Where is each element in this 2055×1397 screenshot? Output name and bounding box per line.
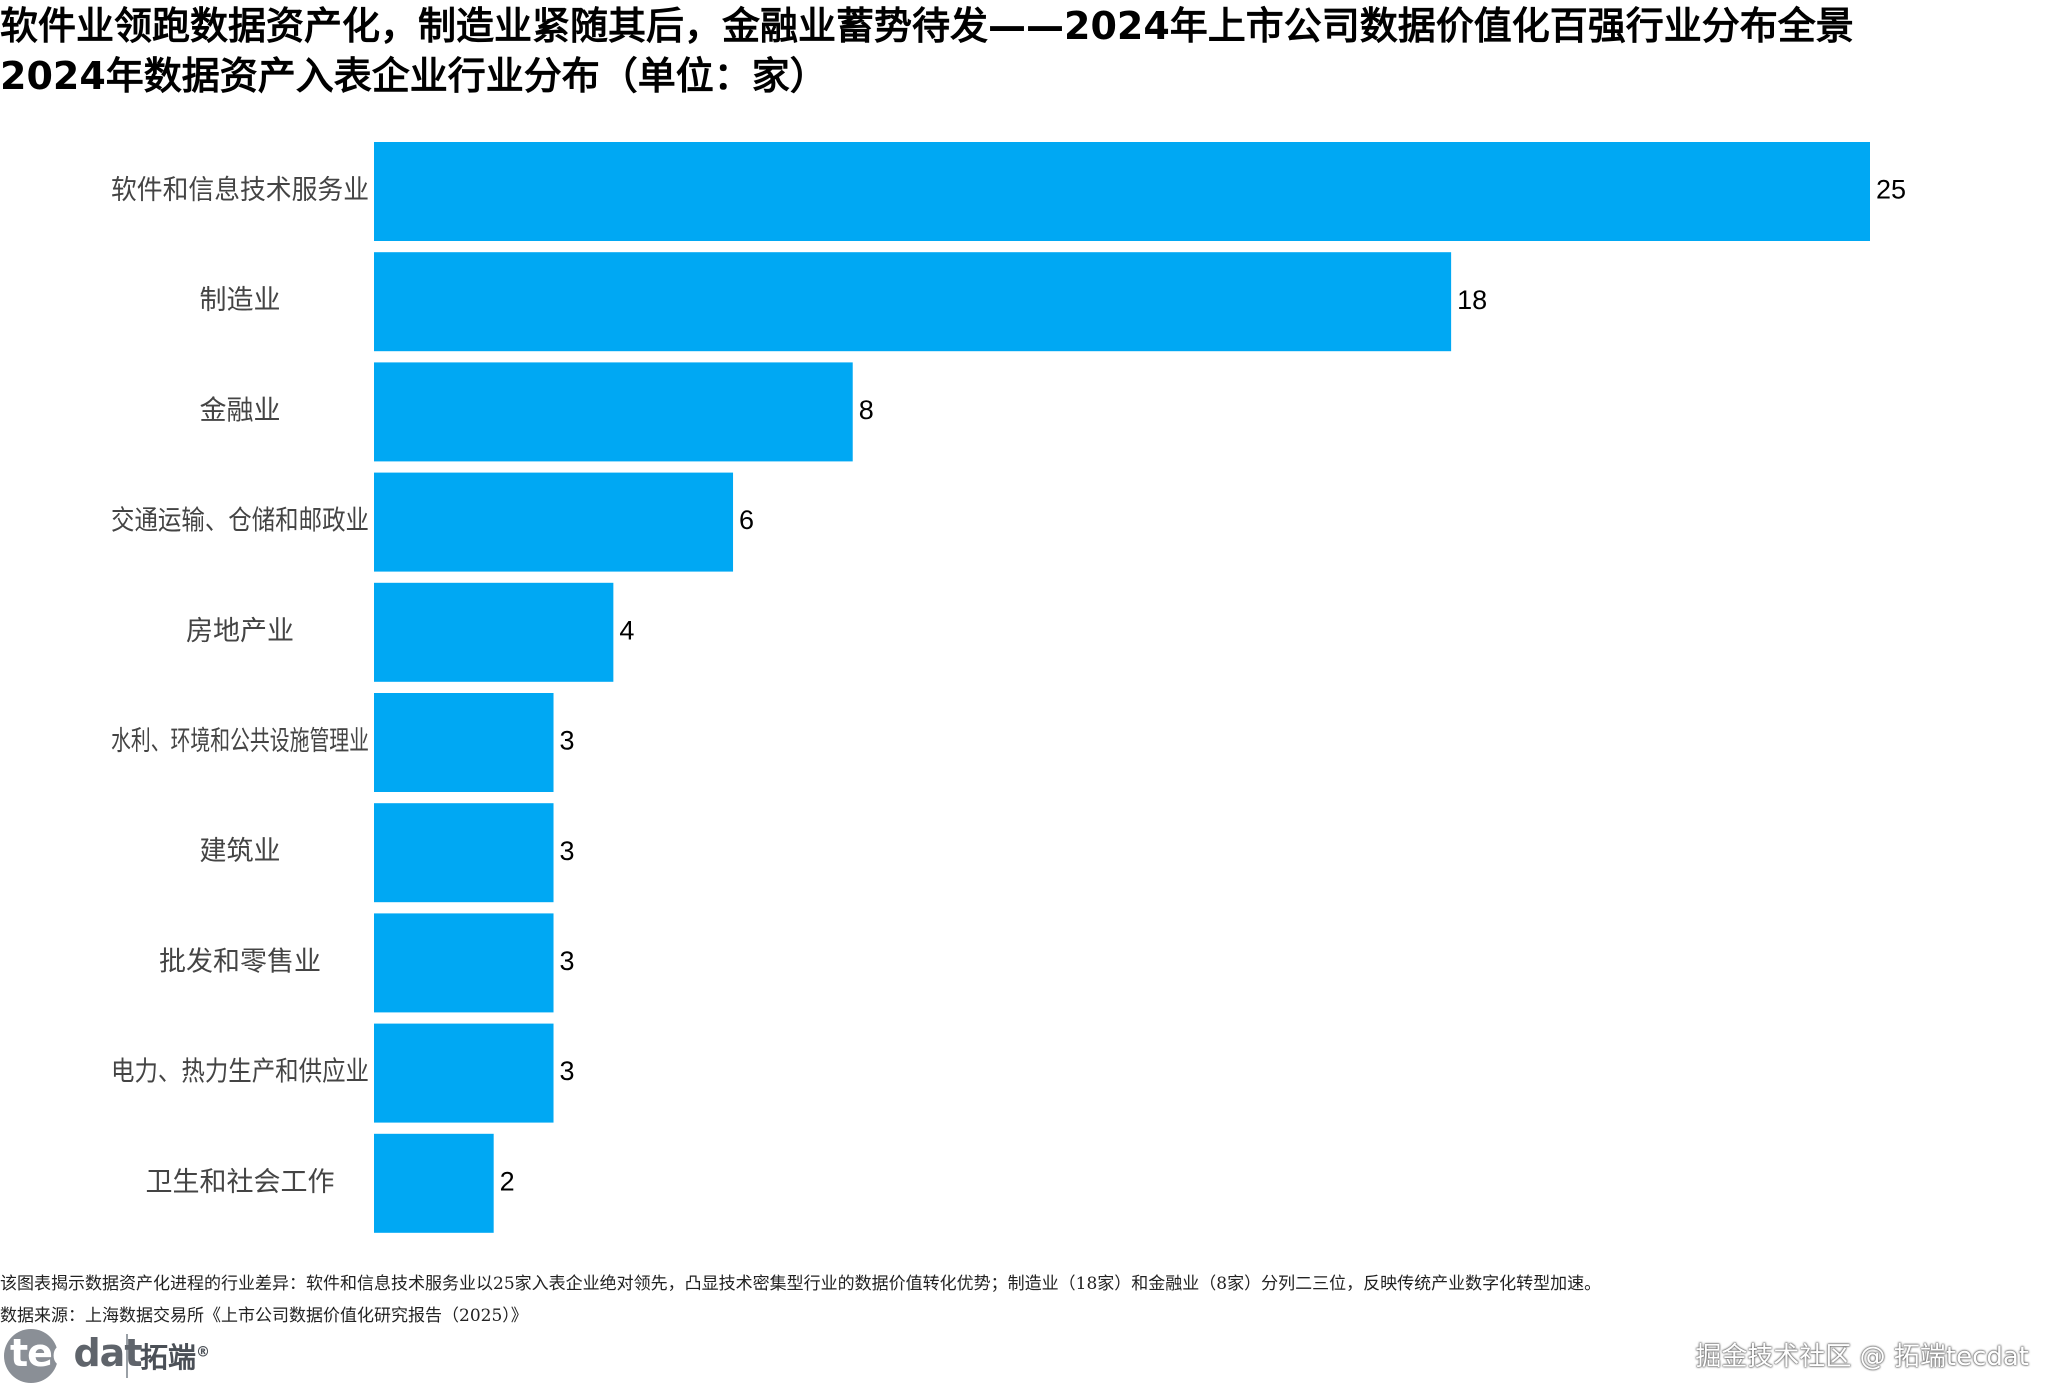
category-label: 卫生和社会工作 — [146, 1167, 335, 1198]
category-label: 电力、热力生产和供应业 — [111, 1057, 369, 1088]
bar — [374, 803, 554, 903]
chart-source: 数据来源：上海数据交易所《上市公司数据价值化研究报告（2025）》 — [0, 1306, 528, 1326]
logo-word-a: tec — [10, 1331, 74, 1375]
bar — [374, 693, 554, 792]
bar-chart: 软件和信息技术服务业 25 制造业 18 金融业 8 交通运输、仓储和邮政业 6 房地产业 4 水利… — [111, 142, 1906, 1233]
chart-title: 软件业领跑数据资产化，制造业紧随其后，金融业蓄势待发——2024年上市公司数据价… — [0, 4, 1854, 48]
value-label: 18 — [1457, 285, 1487, 315]
category-label: 水利、环境和公共设施管理业 — [111, 726, 369, 757]
watermark: 掘金技术社区 @ 拓端tecdat — [1695, 1342, 2029, 1372]
registered-mark: ® — [196, 1344, 211, 1361]
category-label: 房地产业 — [186, 616, 294, 647]
value-label: 3 — [560, 726, 575, 756]
value-label: 25 — [1876, 175, 1906, 205]
bar — [374, 913, 554, 1013]
category-label: 软件和信息技术服务业 — [111, 175, 369, 206]
chart-subtitle: 2024年数据资产入表企业行业分布（单位：家） — [0, 54, 828, 98]
logo-circle — [4, 1329, 58, 1383]
tecdat-logo: tecdat 拓端® — [4, 1325, 210, 1387]
value-label: 6 — [739, 505, 754, 535]
value-label: 2 — [500, 1166, 515, 1196]
logo-word-b: dat — [73, 1331, 142, 1375]
bar — [374, 142, 1870, 241]
logo-chinese: 拓端® — [140, 1336, 210, 1376]
value-label: 4 — [619, 615, 634, 645]
category-label: 制造业 — [200, 285, 281, 316]
logo-cn-text: 拓端 — [140, 1341, 197, 1374]
logo-wordmark: tecdat — [10, 1331, 142, 1375]
bar — [374, 252, 1452, 352]
category-label: 金融业 — [200, 395, 281, 426]
category-label: 批发和零售业 — [159, 946, 321, 977]
chart-note: 该图表揭示数据资产化进程的行业差异：软件和信息技术服务业以25家入表企业绝对领先… — [0, 1274, 1602, 1294]
value-label: 3 — [560, 836, 575, 866]
bar — [374, 582, 614, 682]
value-label: 3 — [560, 1056, 575, 1086]
logo-divider — [126, 1334, 128, 1378]
logo-mark: tecdat — [4, 1325, 142, 1387]
category-label: 交通运输、仓储和邮政业 — [111, 506, 369, 537]
bar — [374, 362, 853, 462]
bar — [374, 472, 734, 572]
bar — [374, 1133, 494, 1233]
value-label: 8 — [859, 395, 874, 425]
value-label: 3 — [560, 946, 575, 976]
category-label: 建筑业 — [200, 836, 281, 867]
bar — [374, 1023, 554, 1123]
